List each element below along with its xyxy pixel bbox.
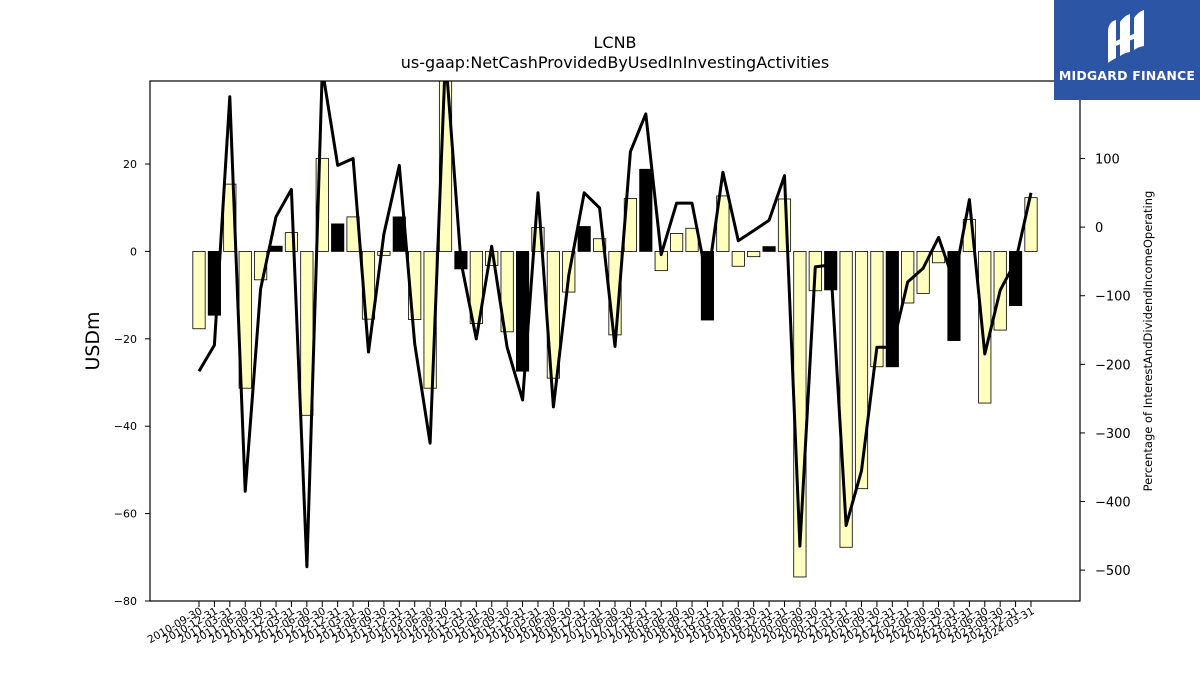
logo-text: MIDGARD FINANCE xyxy=(1058,68,1196,83)
bar-2021-09-30 xyxy=(870,251,884,368)
bar-2010-09-30 xyxy=(192,251,206,330)
bar-2018-06-30 xyxy=(670,233,684,252)
y2-tick-label: −300 xyxy=(1095,427,1131,442)
bar-2016-12-31 xyxy=(577,226,591,252)
bar-2012-03-31 xyxy=(284,232,299,252)
y2-tick-label: −500 xyxy=(1095,564,1131,579)
x-axis: 2010-09-302010-12-312011-03-312011-06-30… xyxy=(146,601,1037,646)
bar-2013-09-30 xyxy=(377,251,391,256)
bar-2023-06-30 xyxy=(978,251,992,404)
bar-2021-12-31 xyxy=(885,251,899,368)
midgard-logo-icon xyxy=(1108,10,1144,63)
y-tick-label: 0 xyxy=(130,245,137,258)
bar-2019-12-31 xyxy=(762,246,776,252)
y2-tick-label: 100 xyxy=(1095,153,1120,168)
bar-2021-06-30 xyxy=(854,251,869,490)
y-tick-label: −60 xyxy=(114,508,137,521)
bar-2017-12-31 xyxy=(639,168,653,252)
midgard-logo: MIDGARD FINANCE xyxy=(1054,0,1200,100)
y-tick-label: −20 xyxy=(114,333,137,346)
bar-2019-09-30 xyxy=(747,251,761,258)
chart-subtitle: us-gaap:NetCashProvidedByUsedInInvesting… xyxy=(401,53,829,72)
y2-tick-label: −200 xyxy=(1095,358,1131,373)
y-tick-label: −80 xyxy=(114,595,137,608)
y2-axis-label: Percentage of InterestAndDividendIncomeO… xyxy=(1141,191,1155,492)
line-layer xyxy=(197,81,1033,569)
y2-tick-label: −400 xyxy=(1095,496,1131,511)
y-axis-label: USDm xyxy=(82,311,104,370)
chart-title: LCNB xyxy=(593,33,636,52)
y2-tick-label: 0 xyxy=(1095,221,1103,236)
bar-2015-09-30 xyxy=(500,251,514,333)
y-axis-left: −80 −60 −40 −20 0 20 xyxy=(114,158,150,608)
y-tick-label: 20 xyxy=(123,158,137,171)
bar-2015-03-31 xyxy=(469,251,483,324)
y-axis-right: −500 −400 −300 −200 −100 0 100 xyxy=(1080,153,1131,579)
line-series xyxy=(197,81,1033,569)
y2-tick-label: −100 xyxy=(1095,290,1131,305)
bar-2019-06-30 xyxy=(731,251,745,267)
y-tick-label: −40 xyxy=(114,420,137,433)
bar-2012-12-31 xyxy=(331,223,345,252)
bar-2011-12-31 xyxy=(269,245,283,252)
